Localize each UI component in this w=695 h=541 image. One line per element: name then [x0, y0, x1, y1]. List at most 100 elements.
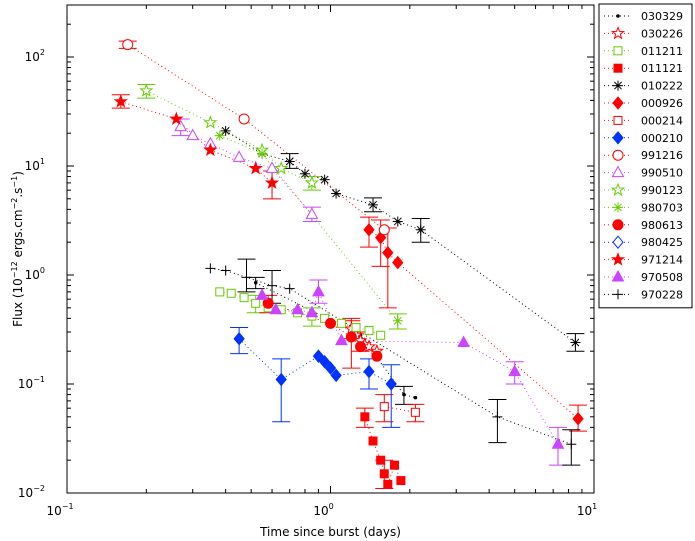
- legend-label-011211: 011211: [641, 45, 683, 58]
- data-point-010222: [570, 337, 581, 348]
- data-point-011211: [251, 298, 261, 308]
- data-point-011211: [376, 330, 386, 340]
- legend-marker-980425: [612, 235, 624, 249]
- data-point-000210: [312, 349, 325, 363]
- data-point-990510: [174, 119, 188, 132]
- data-point-990510: [305, 207, 319, 219]
- data-point-970508: [255, 288, 269, 300]
- legend-marker-970228: [613, 289, 623, 300]
- legend-marker-980613: [612, 219, 624, 231]
- legend-label-971214: 971214: [641, 254, 683, 267]
- data-point-011211: [215, 287, 225, 297]
- legend-label-980613: 980613: [641, 219, 683, 232]
- data-point-010222: [415, 224, 426, 235]
- series-line-991216: [127, 44, 385, 231]
- x-tick-label: 10−1: [46, 502, 73, 518]
- data-point-970228: [284, 283, 295, 294]
- data-point-970508: [269, 302, 283, 315]
- data-point-980613: [355, 341, 367, 353]
- data-point-010222: [284, 156, 295, 167]
- data-point-980613: [371, 350, 383, 362]
- legend-marker-000210: [612, 131, 624, 145]
- legend-marker-000926: [612, 96, 624, 110]
- data-points: [113, 39, 584, 489]
- data-point-011121: [360, 412, 370, 422]
- data-point-000210: [233, 331, 245, 346]
- data-point-010222: [319, 174, 330, 185]
- data-point-991216: [238, 113, 250, 125]
- data-point-010222: [331, 188, 342, 199]
- data-point-000926: [382, 245, 394, 260]
- data-point-010222: [368, 199, 379, 210]
- data-point-011211: [364, 325, 374, 335]
- data-point-000210: [330, 368, 342, 383]
- data-point-011211: [226, 288, 236, 298]
- data-point-970228: [267, 280, 278, 291]
- legend-label-000214: 000214: [641, 114, 683, 127]
- data-point-000214: [410, 407, 420, 417]
- data-point-971214: [264, 175, 280, 189]
- legend-label-970508: 970508: [641, 271, 683, 284]
- data-point-970228: [205, 263, 216, 274]
- x-axis-label: Time since burst (days): [259, 525, 401, 539]
- legend-label-980703: 980703: [641, 201, 683, 214]
- error-bar-000210: [382, 364, 401, 428]
- data-point-011121: [396, 476, 406, 486]
- legend-marker-010222: [613, 80, 623, 91]
- data-point-970508: [312, 284, 325, 297]
- data-point-970508: [508, 364, 522, 377]
- data-point-011211: [239, 293, 249, 303]
- legend-marker-970508: [611, 269, 625, 282]
- data-point-000214: [379, 402, 389, 412]
- data-point-980703: [257, 148, 268, 159]
- data-point-990510: [232, 150, 246, 162]
- data-point-030329: [413, 395, 418, 400]
- plot-frame: [66, 4, 595, 494]
- data-point-990123: [139, 83, 154, 97]
- data-point-011121: [390, 460, 400, 470]
- series-line-030329: [255, 282, 416, 399]
- data-point-990510: [186, 128, 200, 141]
- y-axis-label: Flux (10−12 ergs.cm−2.s−1): [10, 171, 25, 327]
- legend-label-970228: 970228: [641, 288, 683, 301]
- legend-marker-971214: [610, 252, 626, 266]
- data-point-000210: [275, 372, 287, 387]
- legend-marker-991216: [612, 149, 624, 161]
- y-tick-label: 100: [25, 266, 45, 282]
- series-line-000214: [384, 406, 416, 413]
- data-point-971214: [169, 111, 184, 125]
- legend-label-030226: 030226: [641, 27, 683, 40]
- data-point-980703: [214, 130, 225, 141]
- data-point-000210: [324, 361, 337, 375]
- series-line-990510: [180, 126, 313, 215]
- series-line-000210: [238, 338, 392, 385]
- legend-marker-030329: [616, 14, 620, 18]
- x-tick-label: 101: [577, 502, 597, 518]
- data-point-980613: [325, 317, 336, 329]
- data-point-030329: [253, 280, 258, 285]
- data-point-971214: [248, 160, 263, 175]
- data-point-011121: [383, 479, 393, 489]
- data-point-990123: [274, 160, 289, 175]
- data-point-000926: [363, 222, 375, 237]
- legend-label-000210: 000210: [641, 132, 683, 145]
- data-point-990123: [304, 175, 319, 189]
- legend: 030329 030226 011211 011121 010222 000926 0002…: [598, 3, 693, 309]
- data-point-011211: [336, 318, 346, 328]
- data-point-000926: [572, 411, 584, 426]
- data-point-030329: [402, 392, 406, 397]
- legend-label-990123: 990123: [641, 184, 683, 197]
- y-tick-label: 10−1: [18, 375, 45, 391]
- data-point-990510: [265, 161, 279, 173]
- error-bars: [111, 40, 588, 489]
- legend-marker-980703: [613, 202, 623, 213]
- data-point-970228: [220, 265, 231, 276]
- data-point-970228: [566, 439, 577, 450]
- legend-label-980425: 980425: [641, 236, 683, 249]
- series-line-990123: [146, 90, 313, 184]
- data-point-011121: [376, 455, 386, 465]
- data-point-000926: [392, 255, 404, 270]
- legend-label-990510: 990510: [641, 167, 683, 180]
- y-tick-label: 10−2: [18, 484, 45, 500]
